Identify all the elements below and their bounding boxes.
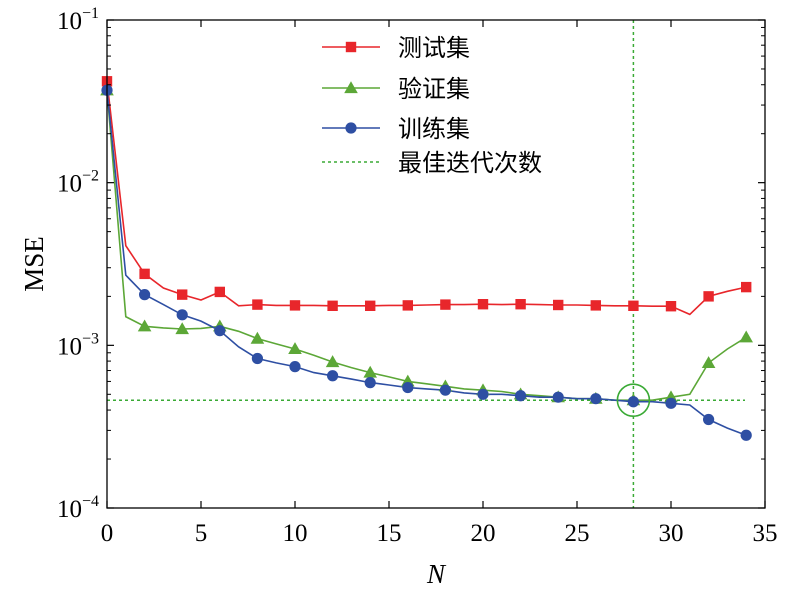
y-tick-label: 10−2 xyxy=(57,168,99,198)
y-tick-label: 10−3 xyxy=(57,330,99,360)
data-point-square xyxy=(139,268,150,280)
data-point-circle xyxy=(139,289,151,301)
data-point-square xyxy=(553,299,564,311)
best-iteration-highlight-circle xyxy=(616,383,651,417)
data-point-triangle xyxy=(363,365,377,378)
data-point-square xyxy=(440,299,451,310)
data-point-circle xyxy=(552,391,564,403)
x-tick-label: 20 xyxy=(471,520,496,547)
legend-label-best-iteration: 最佳迭代次数 xyxy=(398,149,542,177)
data-point-triangle xyxy=(175,322,189,335)
series-line-circle xyxy=(106,90,747,437)
axes-frame xyxy=(106,19,766,509)
data-point-circle xyxy=(364,377,376,389)
y-ticks: 10−1 10−2 10−3 10−4 xyxy=(57,5,765,523)
legend-marker-square xyxy=(345,41,357,53)
data-point-circle xyxy=(327,370,339,382)
data-point-circle xyxy=(665,397,677,409)
data-point-circle xyxy=(627,396,640,408)
x-tick-label: 0 xyxy=(101,520,114,547)
data-point-square xyxy=(477,299,489,310)
data-point-circle xyxy=(402,381,414,394)
data-point-square xyxy=(252,299,263,310)
data-point-circle xyxy=(740,429,752,441)
data-point-square xyxy=(327,300,338,311)
data-point-triangle xyxy=(288,342,302,355)
x-axis-label: N xyxy=(426,559,447,589)
data-point-square xyxy=(177,289,188,300)
data-point-circle xyxy=(289,361,301,373)
data-point-circle xyxy=(439,384,451,396)
y-axis-label: MSE xyxy=(19,236,49,292)
data-point-circle xyxy=(214,325,226,337)
data-point-square xyxy=(515,299,526,310)
x-tick-label: 10 xyxy=(283,520,308,547)
data-point-square xyxy=(289,300,301,311)
x-tick-label: 5 xyxy=(195,520,208,547)
data-point-square xyxy=(741,281,752,293)
data-point-square xyxy=(665,301,677,312)
data-point-triangle xyxy=(250,331,265,344)
plot-marks xyxy=(100,20,753,508)
data-point-square xyxy=(365,300,376,311)
data-point-circle xyxy=(590,393,602,405)
x-tick-label: 25 xyxy=(565,520,590,547)
data-point-square xyxy=(402,300,413,311)
legend-label-test: 测试集 xyxy=(398,34,470,62)
legend-marker-circle xyxy=(345,122,357,134)
legend-label-validation: 验证集 xyxy=(398,75,470,103)
legend-marker-triangle xyxy=(344,81,358,94)
data-point-square xyxy=(214,286,225,298)
series-line-square xyxy=(106,81,747,316)
data-point-circle xyxy=(477,388,489,400)
x-tick-label: 15 xyxy=(377,520,402,547)
legend-item-validation: 验证集 xyxy=(322,75,470,103)
legend-item-test: 测试集 xyxy=(322,34,470,62)
data-point-circle xyxy=(251,352,263,365)
data-point-triangle xyxy=(137,319,152,332)
y-tick-label: 10−1 xyxy=(57,5,99,35)
x-ticks: 0 5 10 15 20 25 30 35 xyxy=(101,20,778,547)
data-point-circle xyxy=(176,309,188,321)
legend-label-train: 训练集 xyxy=(398,115,470,143)
y-tick-label: 10−4 xyxy=(57,493,99,523)
data-point-square xyxy=(590,300,601,311)
data-point-square xyxy=(628,300,639,311)
legend-item-train: 训练集 xyxy=(322,115,470,143)
x-tick-label: 30 xyxy=(659,520,684,547)
data-point-circle xyxy=(515,390,527,402)
x-tick-label: 35 xyxy=(753,520,778,547)
legend: 测试集 验证集 训练集 最佳迭代次数 xyxy=(322,34,542,177)
data-point-triangle xyxy=(701,356,716,368)
data-point-triangle xyxy=(739,330,753,343)
axes xyxy=(106,19,766,509)
data-point-square xyxy=(703,291,714,302)
data-point-circle xyxy=(703,413,715,426)
legend-item-best-iteration: 最佳迭代次数 xyxy=(322,149,542,177)
data-point-triangle xyxy=(325,355,340,368)
